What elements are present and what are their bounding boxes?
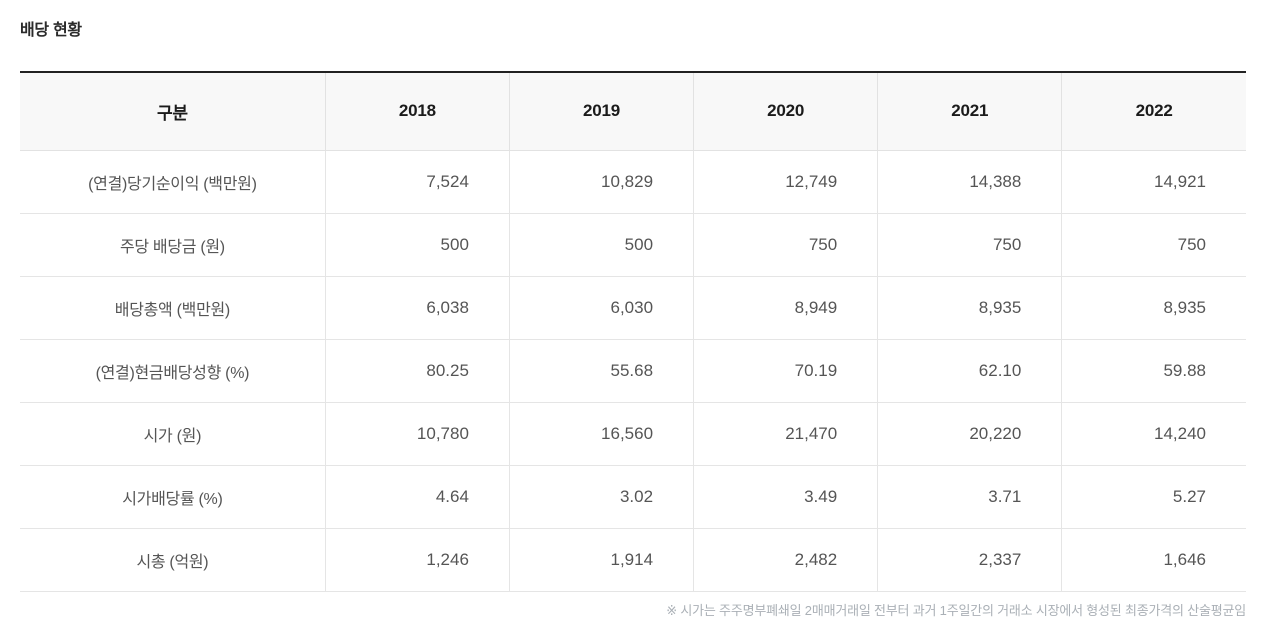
table-cell: 750 bbox=[1061, 213, 1246, 277]
table-cell: 21,470 bbox=[693, 402, 878, 466]
page-title: 배당 현황 bbox=[20, 22, 82, 39]
table-cell: 4.64 bbox=[324, 465, 510, 529]
table-cell: 1,646 bbox=[1061, 528, 1246, 592]
table-cell: 500 bbox=[508, 213, 694, 277]
table-cell: 59.88 bbox=[1061, 339, 1246, 403]
table-cell: 3.02 bbox=[508, 465, 694, 529]
table-cell: 8,935 bbox=[877, 276, 1062, 340]
column-header-year-2019: 2019 bbox=[508, 72, 694, 151]
table-row-dividend-yield: 시가배당률 (%) 4.64 3.02 3.49 3.71 5.27 bbox=[20, 465, 1246, 529]
table-cell: 1,914 bbox=[508, 528, 694, 592]
table-cell: 500 bbox=[324, 213, 510, 277]
row-label: 주당 배당금 (원) bbox=[20, 213, 326, 277]
table-cell: 8,935 bbox=[1061, 276, 1246, 340]
table-row-market-price: 시가 (원) 10,780 16,560 21,470 20,220 14,24… bbox=[20, 402, 1246, 466]
header-row: 구분 2018 2019 2020 2021 2022 bbox=[20, 72, 1246, 151]
table-cell: 6,038 bbox=[324, 276, 510, 340]
row-label: (연결)현금배당성향 (%) bbox=[20, 339, 326, 403]
table-cell: 1,246 bbox=[324, 528, 510, 592]
table-cell: 3.49 bbox=[693, 465, 878, 529]
table-cell: 62.10 bbox=[877, 339, 1062, 403]
table-cell: 16,560 bbox=[508, 402, 694, 466]
table-cell: 55.68 bbox=[508, 339, 694, 403]
column-header-year-2020: 2020 bbox=[693, 72, 878, 151]
table-header: 구분 2018 2019 2020 2021 2022 bbox=[20, 72, 1246, 151]
row-label: (연결)당기순이익 (백만원) bbox=[20, 150, 326, 214]
table-cell: 10,780 bbox=[324, 402, 510, 466]
column-header-year-2018: 2018 bbox=[324, 72, 510, 151]
table-cell: 12,749 bbox=[693, 150, 878, 214]
column-header-year-2021: 2021 bbox=[877, 72, 1062, 151]
table-cell: 6,030 bbox=[508, 276, 694, 340]
column-header-year-2022: 2022 bbox=[1061, 72, 1246, 151]
row-label: 배당총액 (백만원) bbox=[20, 276, 326, 340]
table-row-total-dividend: 배당총액 (백만원) 6,038 6,030 8,949 8,935 8,935 bbox=[20, 276, 1246, 340]
table-row-net-income: (연결)당기순이익 (백만원) 7,524 10,829 12,749 14,3… bbox=[20, 150, 1246, 214]
table-cell: 750 bbox=[693, 213, 878, 277]
table-row-market-cap: 시총 (억원) 1,246 1,914 2,482 2,337 1,646 bbox=[20, 528, 1246, 592]
dividend-table: 구분 2018 2019 2020 2021 2022 (연결)당기순이익 (백… bbox=[20, 71, 1246, 592]
table-row-payout-ratio: (연결)현금배당성향 (%) 80.25 55.68 70.19 62.10 5… bbox=[20, 339, 1246, 403]
table-cell: 20,220 bbox=[877, 402, 1062, 466]
table-cell: 80.25 bbox=[324, 339, 510, 403]
table-cell: 2,482 bbox=[693, 528, 878, 592]
row-label: 시가 (원) bbox=[20, 402, 326, 466]
table-cell: 10,829 bbox=[508, 150, 694, 214]
table-cell: 8,949 bbox=[693, 276, 878, 340]
table-cell: 5.27 bbox=[1061, 465, 1246, 529]
table-footnote: ※ 시가는 주주명부폐쇄일 2매매거래일 전부터 과거 1주일간의 거래소 시장… bbox=[666, 602, 1246, 618]
row-label: 시총 (억원) bbox=[20, 528, 326, 592]
table-cell: 14,240 bbox=[1061, 402, 1246, 466]
table-cell: 750 bbox=[877, 213, 1062, 277]
table-body: (연결)당기순이익 (백만원) 7,524 10,829 12,749 14,3… bbox=[20, 150, 1246, 592]
table-cell: 70.19 bbox=[693, 339, 878, 403]
table-row-dividend-per-share: 주당 배당금 (원) 500 500 750 750 750 bbox=[20, 213, 1246, 277]
table-cell: 14,921 bbox=[1061, 150, 1246, 214]
table-cell: 7,524 bbox=[324, 150, 510, 214]
column-header-category: 구분 bbox=[20, 72, 326, 151]
table-cell: 2,337 bbox=[877, 528, 1062, 592]
table-cell: 14,388 bbox=[877, 150, 1062, 214]
table-cell: 3.71 bbox=[877, 465, 1062, 529]
row-label: 시가배당률 (%) bbox=[20, 465, 326, 529]
